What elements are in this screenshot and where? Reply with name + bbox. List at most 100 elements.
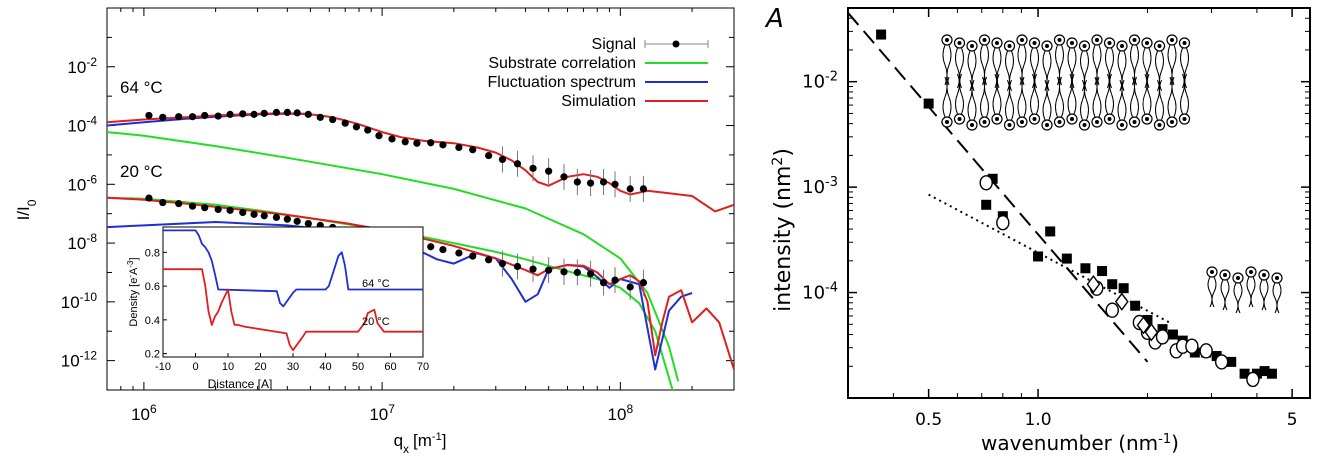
signal-point	[188, 113, 197, 121]
right-chart: A 0.5 1.0 5 10-2 10-3 10-4 intensity (nm2) wa…	[764, 4, 1311, 455]
signal-point	[485, 151, 493, 160]
right-data-point	[876, 29, 887, 40]
signal-point	[159, 198, 167, 207]
signal-point	[352, 123, 361, 131]
right-data-point	[1061, 253, 1072, 264]
signal-point	[304, 220, 312, 228]
inset-density-line	[163, 229, 423, 308]
inset-y-axis-label: Density [e-A-3]	[126, 257, 141, 326]
signal-point	[145, 194, 153, 202]
right-data-point	[1259, 366, 1270, 377]
signal-point	[427, 139, 435, 147]
right-data-point	[1033, 251, 1044, 262]
signal-point	[214, 112, 222, 120]
signal-point	[485, 256, 493, 264]
right-plot-frame	[847, 7, 1311, 399]
signal-point	[611, 276, 619, 284]
signal-point	[250, 210, 258, 218]
right-data-point	[979, 175, 993, 191]
right-data-point	[1239, 368, 1250, 379]
right-data-point	[987, 173, 998, 184]
left-legend: Signal Substrate correlation Fluctuation…	[487, 36, 709, 110]
inset-x-tick-label: 70	[417, 361, 429, 373]
left-y-tick-label: 10-8	[67, 231, 97, 253]
signal-point	[560, 268, 568, 276]
signal-point	[626, 283, 634, 291]
legend-label-substrate: Substrate correlation	[488, 55, 636, 72]
left-signal-points	[145, 108, 648, 301]
signal-point	[529, 164, 537, 172]
inset-x-tick-label: 0	[192, 361, 198, 373]
signal-point	[226, 110, 234, 118]
signal-point	[413, 139, 421, 147]
left-y-tick-label: 10-12	[61, 349, 98, 371]
inset-y-tick-label: 0.2	[145, 349, 160, 361]
panel-label-a: A	[764, 4, 784, 34]
left-x-axis-label: qx [m-1]	[394, 431, 447, 456]
inset-series-lines	[163, 229, 423, 352]
signal-point	[341, 119, 349, 127]
signal-point	[375, 132, 383, 140]
right-data-point	[1045, 226, 1056, 237]
right-x-tick-label: 5	[1287, 410, 1298, 430]
right-x-axis-label: wavenumber (nm-1)	[981, 431, 1179, 455]
right-data-point	[1086, 275, 1101, 294]
right-data-point	[1097, 266, 1108, 277]
legend-label-fluctuation: Fluctuation spectrum	[487, 74, 636, 91]
signal-point	[260, 109, 268, 117]
signal-point	[469, 146, 477, 154]
right-data-point	[1136, 316, 1151, 335]
signal-point	[226, 206, 234, 214]
inset-axis-ticks: -10 0 10 20 30 40 50 60 70 0.2 0.4 0.6 0.8	[145, 247, 429, 373]
signal-point	[239, 110, 247, 118]
signal-point	[201, 111, 209, 120]
right-data-point	[1185, 338, 1199, 354]
right-x-tick-label: 1.0	[1025, 410, 1052, 430]
right-data-points	[876, 29, 1277, 388]
right-data-point	[1226, 356, 1237, 367]
signal-point	[304, 110, 312, 118]
right-data-point	[1080, 263, 1091, 274]
lipid-monolayer-illustration	[1206, 266, 1283, 314]
right-data-point	[996, 214, 1010, 231]
inset-x-tick-label: 40	[319, 361, 331, 373]
inset-label-64c: 64 °C	[362, 278, 390, 290]
right-axis-ticks: 0.5 1.0 5 10-2 10-3 10-4	[802, 7, 1310, 430]
inset-y-tick-label: 0.8	[145, 247, 160, 259]
left-x-tick-label: 106	[131, 402, 157, 424]
dashed-fit-line	[848, 12, 1149, 363]
left-y-axis-label: I/I0	[14, 199, 39, 220]
left-y-tick-label: 10-2	[67, 55, 97, 77]
right-data-point	[1211, 351, 1222, 362]
signal-point	[201, 204, 209, 212]
signal-point	[513, 160, 522, 168]
right-data-point	[923, 98, 934, 109]
signal-point	[175, 200, 183, 208]
right-data-point	[1246, 371, 1260, 388]
signal-point	[293, 109, 301, 117]
signal-point	[545, 266, 553, 274]
signal-point	[639, 185, 648, 193]
simulation-line	[107, 196, 734, 370]
signal-point	[639, 279, 648, 287]
inset-x-tick-label: 60	[384, 361, 396, 373]
right-data-point	[1114, 292, 1129, 311]
inset-x-tick-label: 30	[287, 361, 299, 373]
annotation-64c: 64 °C	[120, 78, 163, 97]
legend-label-signal: Signal	[592, 36, 636, 53]
left-y-tick-label: 10-6	[67, 172, 97, 194]
right-y-tick-label: 10-2	[802, 69, 838, 93]
signal-point	[239, 208, 247, 217]
signal-point	[401, 138, 409, 146]
inset-x-axis-label: Distance [A]	[208, 377, 273, 391]
signal-point	[599, 178, 608, 186]
right-fit-lines	[848, 12, 1170, 363]
signal-point	[498, 260, 507, 268]
signal-point	[529, 265, 537, 273]
legend-label-simulation: Simulation	[561, 93, 636, 110]
inset-density-line	[163, 268, 423, 352]
inset-x-tick-label: 10	[222, 361, 234, 373]
right-data-point	[1130, 300, 1141, 311]
